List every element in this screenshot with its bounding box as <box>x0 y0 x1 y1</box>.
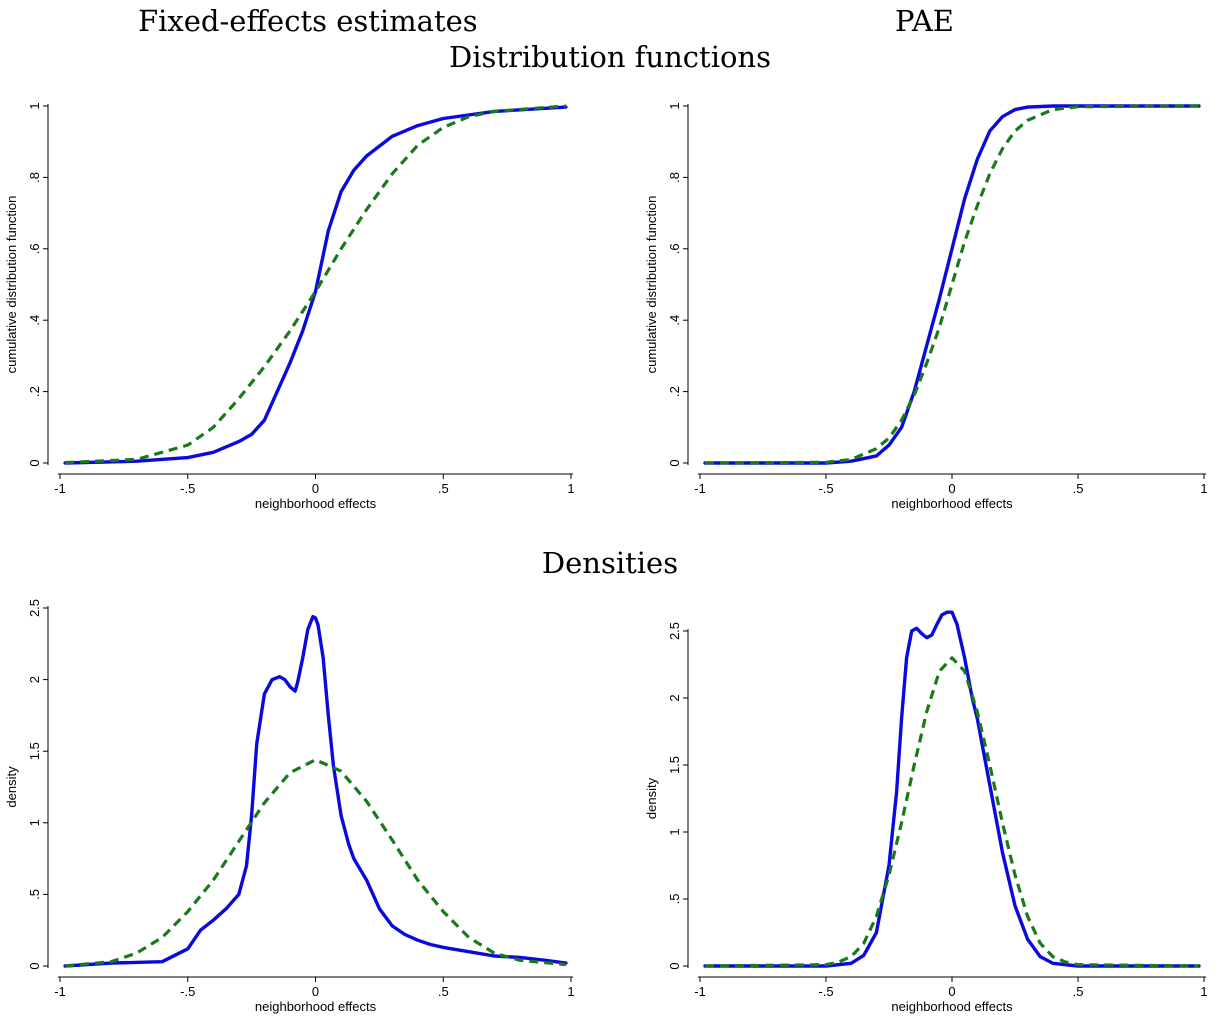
series-line-solid <box>63 614 568 968</box>
x-tick-label: -1 <box>694 481 706 496</box>
x-axis-label: neighborhood effects <box>891 999 1013 1014</box>
y-tick-label: 0 <box>667 962 682 969</box>
x-tick-label: .5 <box>1073 984 1084 999</box>
column-header-pae: PAE <box>895 4 954 38</box>
y-tick-label: 1 <box>667 828 682 835</box>
x-axis-label: neighborhood effects <box>891 496 1013 511</box>
series-line-solid <box>703 610 1201 968</box>
x-tick-label: .5 <box>438 481 449 496</box>
y-tick-label: 2 <box>667 694 682 701</box>
series-line-solid <box>703 104 1201 465</box>
y-tick-label: 1 <box>667 102 682 109</box>
y-tick-label: 2.5 <box>667 622 682 640</box>
x-tick-label: 1 <box>1200 481 1207 496</box>
y-tick-label: .2 <box>667 386 682 397</box>
x-tick-label: 1 <box>567 481 574 496</box>
series-line-dashed <box>704 656 1200 968</box>
y-tick-label: 0 <box>667 459 682 466</box>
x-tick-label: 0 <box>948 481 955 496</box>
y-tick-label: .5 <box>667 894 682 905</box>
y-tick-label: 1.5 <box>27 742 42 760</box>
x-tick-label: -1 <box>694 984 706 999</box>
y-tick-label: .6 <box>27 243 42 254</box>
x-tick-label: -.5 <box>180 984 195 999</box>
series-line-dashed <box>704 104 1200 465</box>
y-tick-label: 2.5 <box>27 599 42 617</box>
y-tick-label: .8 <box>27 172 42 183</box>
x-tick-label: 0 <box>312 984 319 999</box>
y-tick-label: 1 <box>27 819 42 826</box>
x-axis-label: neighborhood effects <box>255 496 377 511</box>
y-tick-label: .4 <box>667 315 682 326</box>
x-tick-label: 1 <box>567 984 574 999</box>
y-axis-label: density <box>644 777 659 819</box>
y-tick-label: .4 <box>27 315 42 326</box>
y-axis-label: cumulative distribution function <box>4 196 19 374</box>
x-axis-label: neighborhood effects <box>255 999 377 1014</box>
x-tick-label: 1 <box>1200 984 1207 999</box>
column-header-fixed-effects: Fixed-effects estimates <box>138 4 478 38</box>
x-tick-label: -1 <box>54 481 66 496</box>
y-tick-label: .5 <box>27 889 42 900</box>
x-tick-label: -1 <box>54 984 66 999</box>
y-tick-label: 2 <box>27 676 42 683</box>
y-axis-label: cumulative distribution function <box>644 196 659 374</box>
y-tick-label: 0 <box>27 962 42 969</box>
x-tick-label: -.5 <box>818 984 833 999</box>
x-tick-label: 0 <box>948 984 955 999</box>
series-line-dashed <box>64 758 567 968</box>
y-tick-label: .8 <box>667 172 682 183</box>
x-tick-label: 0 <box>312 481 319 496</box>
x-tick-label: -.5 <box>180 481 195 496</box>
y-tick-label: 1 <box>27 102 42 109</box>
x-tick-label: -.5 <box>818 481 833 496</box>
row-header-distribution-functions: Distribution functions <box>448 40 771 74</box>
row-header-densities: Densities <box>541 546 679 580</box>
series-line-dashed <box>65 104 567 465</box>
y-tick-label: .6 <box>667 243 682 254</box>
y-tick-label: 0 <box>27 459 42 466</box>
y-tick-label: .2 <box>27 386 42 397</box>
y-tick-label: 1.5 <box>667 756 682 774</box>
x-tick-label: .5 <box>438 984 449 999</box>
series-line-solid <box>63 105 568 465</box>
x-tick-label: .5 <box>1073 481 1084 496</box>
y-axis-label: density <box>4 766 19 808</box>
